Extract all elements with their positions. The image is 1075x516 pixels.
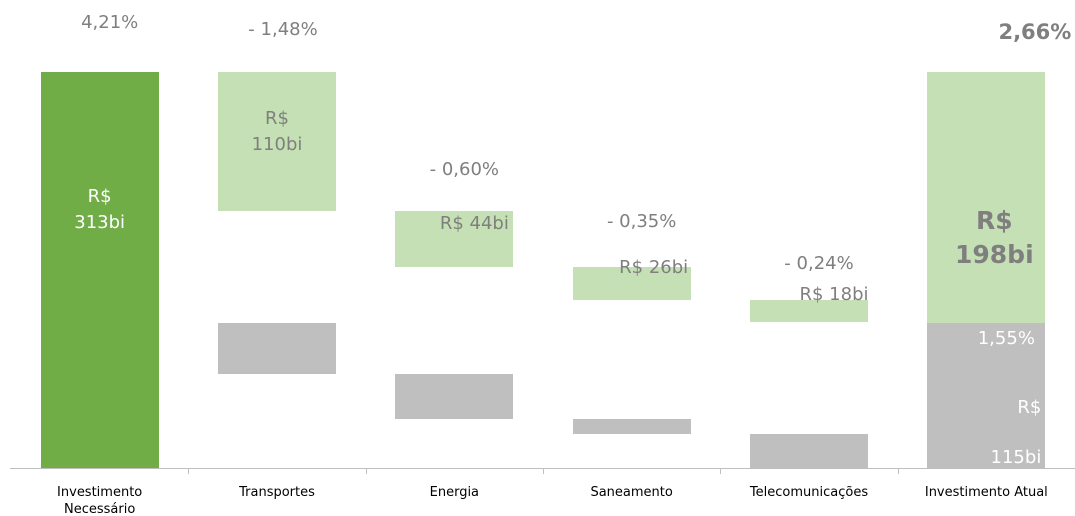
bar <box>572 266 691 300</box>
x-axis <box>10 468 1075 469</box>
bar <box>927 322 1046 468</box>
bar <box>218 322 336 375</box>
axis-tick <box>365 468 367 474</box>
data-label: R$ 18bi <box>799 284 869 305</box>
bar <box>750 299 868 323</box>
data-label: 2,66% <box>998 20 1072 44</box>
data-label: R$ 26bi <box>619 257 689 278</box>
axis-tick <box>543 468 544 474</box>
bar <box>572 418 691 434</box>
axis-tick <box>720 468 722 474</box>
data-label: 1,55% <box>977 328 1035 349</box>
x-tick-label: Telecomunicações <box>749 485 869 500</box>
x-tick-label: Saneamento <box>590 485 673 500</box>
bar <box>395 211 514 267</box>
data-label: R$ 313bi <box>74 186 126 233</box>
data-label: - 0,24% <box>784 253 854 274</box>
data-label: R$ 44bi <box>439 213 509 234</box>
bar <box>750 433 868 468</box>
data-label: - 0,35% <box>606 211 677 232</box>
data-label: 4,21% <box>81 12 139 33</box>
data-label: - 1,48% <box>248 19 318 40</box>
x-tick-label: Investimento Atual <box>924 485 1048 500</box>
data-label: R$ 115bi <box>990 397 1042 468</box>
bar <box>218 72 336 212</box>
bar <box>395 374 514 419</box>
data-label: R$ 198bi <box>955 206 1034 269</box>
bar <box>40 72 159 468</box>
data-label: - 0,60% <box>429 159 500 180</box>
x-tick-label: Energia <box>429 485 480 500</box>
axis-tick <box>188 468 190 474</box>
bar <box>927 72 1046 323</box>
x-tick-label: Investimento Necessário <box>57 485 143 516</box>
x-tick-label: Transportes <box>239 485 315 500</box>
axis-tick <box>897 468 899 474</box>
data-label: R$ 110bi <box>251 108 303 155</box>
